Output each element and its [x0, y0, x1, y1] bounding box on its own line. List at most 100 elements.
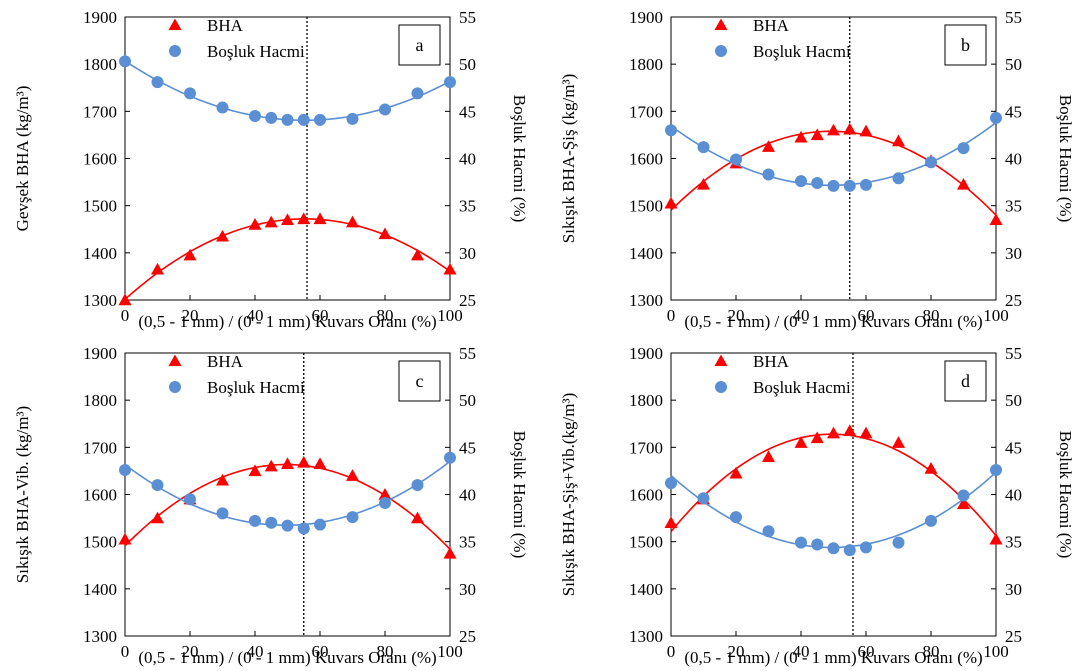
y2-tick-label: 40	[459, 486, 476, 505]
bosluk-point	[843, 179, 856, 192]
bosluk-point	[314, 518, 326, 531]
chart-svg-a: 0 20 40 60 80 100 1300 1400 1500 1600 1700 1800 1900…	[13, 8, 529, 331]
y-tick-label: 1500	[83, 533, 117, 552]
y2-tick-label: 25	[1005, 291, 1022, 310]
y2-tick-label: 45	[459, 102, 476, 121]
x-tick-label: 80	[923, 642, 940, 661]
bosluk-point	[892, 536, 905, 549]
y-tick-label: 1300	[83, 627, 117, 646]
bha-point	[810, 431, 824, 444]
bha-point	[281, 457, 294, 470]
legend-bha-marker	[168, 354, 182, 366]
legend-label: BHA	[753, 16, 790, 35]
bha-point	[843, 424, 857, 437]
y2-axis-label: Boşluk Hacmi (%)	[1056, 431, 1075, 558]
bosluk-point	[379, 496, 391, 509]
y2-tick-label: 35	[1005, 197, 1022, 216]
bha-point	[248, 218, 262, 230]
bosluk-point	[297, 522, 310, 535]
legend-bosluk-marker	[715, 45, 727, 57]
trend-curve-bha	[124, 218, 451, 300]
panel-letter: a	[416, 35, 424, 55]
panel-letter: d	[961, 371, 970, 391]
chart-panel-a: 0 20 40 60 80 100 1300 1400 1500 1600 1700 1800 1900…	[0, 0, 545, 335]
y2-tick-label: 35	[459, 533, 476, 552]
y2-tick-label: 40	[459, 150, 476, 169]
y2-tick-label: 40	[1005, 486, 1022, 505]
x-tick-label: 100	[983, 306, 1009, 325]
panel-letter-box	[398, 24, 441, 66]
bosluk-point	[216, 101, 229, 114]
y-axis-label: Sıkışık BHA-Şiş+Vib.(kg/m³)	[559, 393, 578, 597]
bosluk-point	[119, 463, 131, 476]
y-axis-label: Gevşek BHA (kg/m³)	[13, 86, 32, 232]
y-tick-label: 1700	[83, 438, 117, 457]
legend-bosluk-marker	[169, 381, 181, 393]
bha-point	[346, 215, 359, 228]
bosluk-point	[281, 113, 294, 126]
y-tick-label: 1600	[83, 150, 117, 169]
bosluk-point	[762, 168, 775, 181]
x-tick-label: 60	[312, 642, 329, 661]
y-tick-label: 1700	[83, 102, 117, 121]
bha-point	[827, 426, 840, 439]
bosluk-point	[281, 519, 294, 532]
bha-point	[762, 450, 775, 462]
x-tick-label: 0	[667, 306, 676, 325]
bha-point	[794, 436, 808, 448]
bha-point	[297, 455, 311, 468]
bha-point	[183, 248, 197, 261]
x-tick-label: 40	[247, 306, 264, 325]
y-tick-label: 1800	[83, 55, 117, 74]
trend-curve-bha	[124, 463, 451, 550]
bha-point	[892, 134, 905, 147]
x-tick-label: 80	[377, 642, 394, 661]
chart-svg-b: 0 20 40 60 80 100 1300 1400 1500 1600 1700 1800 1900…	[559, 8, 1075, 331]
x-tick-label: 100	[437, 642, 463, 661]
y2-tick-label: 45	[1005, 102, 1022, 121]
bha-point	[664, 516, 678, 528]
y-tick-label: 1600	[83, 486, 117, 505]
bosluk-point	[925, 156, 937, 169]
y-tick-label: 1900	[629, 344, 663, 363]
x-tick-label: 60	[858, 642, 875, 661]
x-tick-label: 40	[247, 642, 264, 661]
bha-point	[794, 130, 808, 143]
x-tick-label: 20	[728, 306, 745, 325]
y-tick-label: 1400	[629, 580, 663, 599]
y-tick-label: 1600	[629, 150, 663, 169]
chart-panel-c: 0 20 40 60 80 100 1300 1400 1500 1600 1700 1800 1900…	[0, 336, 545, 671]
bosluk-point	[925, 514, 937, 527]
bosluk-point	[314, 113, 326, 126]
bha-point	[411, 248, 424, 261]
y-tick-label: 1300	[629, 291, 663, 310]
bosluk-point	[665, 124, 677, 137]
legend-label: BHA	[753, 352, 790, 371]
bha-point	[443, 546, 457, 559]
y2-tick-label: 50	[1005, 55, 1022, 74]
x-tick-label: 80	[923, 306, 940, 325]
y2-tick-label: 35	[1005, 533, 1022, 552]
bha-point	[957, 177, 970, 190]
bha-point	[264, 215, 278, 228]
bha-point	[957, 497, 970, 510]
trend-curve-bosluk	[124, 460, 451, 527]
y2-tick-label: 30	[459, 244, 476, 263]
bha-point	[281, 213, 294, 226]
bosluk-point	[892, 172, 905, 185]
legend-bha-marker	[714, 354, 728, 366]
y-tick-label: 1900	[83, 344, 117, 363]
trend-curve-bosluk	[124, 60, 451, 122]
x-axis-label: (0,5 - 1 mm) / (0 - 1 mm) Kuvars Oranı (…	[684, 648, 982, 667]
bosluk-point	[297, 113, 310, 126]
bha-point	[151, 511, 164, 524]
y-tick-label: 1400	[83, 580, 117, 599]
panel-letter-box	[944, 24, 987, 66]
y2-tick-label: 25	[1005, 627, 1022, 646]
y2-tick-label: 30	[1005, 244, 1022, 263]
y2-tick-label: 30	[1005, 580, 1022, 599]
y-axis-label: Sıkışık BHA-Şiş (kg/m³)	[559, 74, 578, 243]
y-axis-label: Sıkışık BHA-Vib. (kg/m³)	[13, 406, 32, 583]
bha-point	[151, 262, 164, 275]
bosluk-point	[990, 111, 1002, 124]
